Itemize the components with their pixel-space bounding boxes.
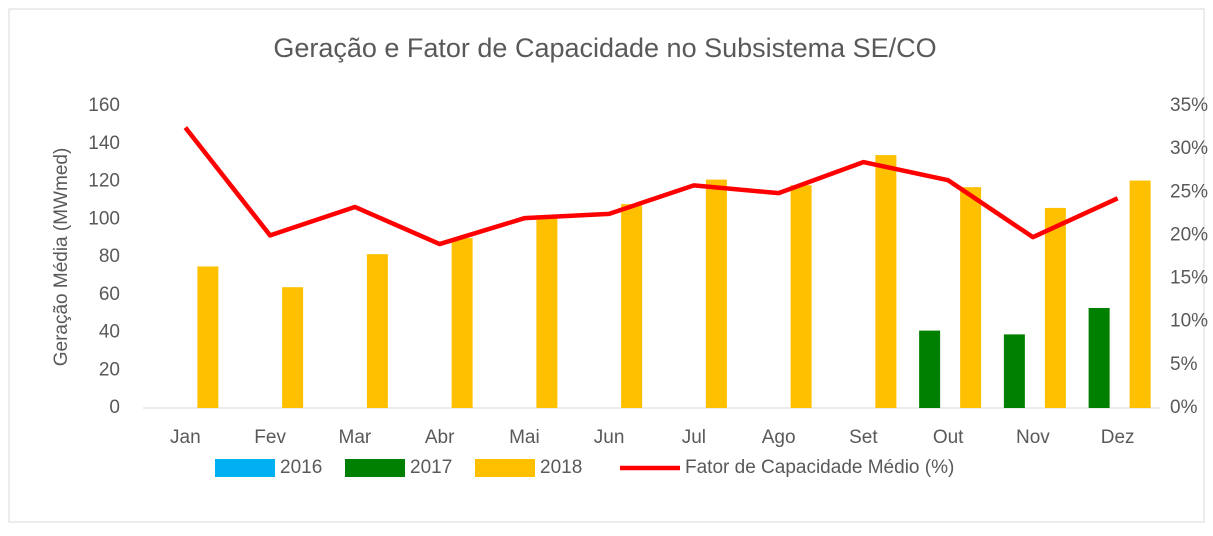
line — [183, 126, 1119, 247]
legend-label: 2016 — [280, 457, 322, 478]
bar — [621, 204, 643, 408]
x-tick-label: Nov — [1016, 427, 1050, 448]
x-tick-label: Ago — [762, 427, 796, 448]
chart-border — [8, 8, 1205, 523]
y-tick-label: 100 — [88, 208, 120, 229]
legend-label: 2017 — [410, 457, 452, 478]
y-tick-label: 0 — [109, 397, 120, 418]
y2-tick-label: 25% — [1170, 181, 1208, 202]
bar — [790, 185, 812, 408]
bar — [451, 238, 473, 408]
legend-label: Fator de Capacidade Médio (%) — [685, 457, 954, 478]
y2-tick-label: 0% — [1170, 397, 1198, 418]
y-tick-label: 120 — [88, 171, 120, 192]
legend-swatch — [475, 459, 535, 477]
x-tick-label: Set — [849, 427, 878, 448]
legend-swatch — [345, 459, 405, 477]
y2-tick-label: 30% — [1170, 138, 1208, 159]
bar — [1003, 334, 1025, 408]
bar — [282, 287, 304, 408]
bar — [1088, 307, 1110, 408]
x-tick-label: Out — [933, 427, 964, 448]
chart-title: Geração e Fator de Capacidade no Subsist… — [273, 33, 936, 63]
x-tick-label: Jan — [170, 427, 201, 448]
y-tick-label: 140 — [88, 133, 120, 154]
bar — [960, 187, 982, 408]
y2-tick-label: 35% — [1170, 95, 1208, 116]
x-tick-label: Jul — [682, 427, 706, 448]
bar — [919, 330, 941, 408]
x-tick-label: Fev — [254, 427, 286, 448]
x-tick-label: Abr — [425, 427, 455, 448]
bar — [197, 266, 219, 408]
y2-tick-label: 20% — [1170, 224, 1208, 245]
legend-swatch — [215, 459, 275, 477]
bar — [875, 155, 897, 408]
x-tick-label: Dez — [1101, 427, 1135, 448]
x-tick-label: Jun — [594, 427, 625, 448]
bar — [1129, 180, 1151, 408]
y-tick-label: 20 — [99, 359, 120, 380]
y-axis-label: Geração Média (MWmed) — [51, 148, 72, 367]
legend-label: 2018 — [540, 457, 582, 478]
y2-tick-label: 15% — [1170, 268, 1208, 289]
bar — [366, 254, 388, 408]
y2-tick-label: 10% — [1170, 311, 1208, 332]
bar — [1044, 207, 1066, 408]
bar — [705, 179, 727, 408]
bar — [536, 215, 558, 408]
y2-tick-label: 5% — [1170, 354, 1198, 375]
y-tick-label: 80 — [99, 246, 120, 267]
x-tick-label: Mar — [339, 427, 372, 448]
y-tick-label: 160 — [88, 95, 120, 116]
x-tick-label: Mai — [509, 427, 540, 448]
y-tick-label: 40 — [99, 322, 120, 343]
y-tick-label: 60 — [99, 284, 120, 305]
